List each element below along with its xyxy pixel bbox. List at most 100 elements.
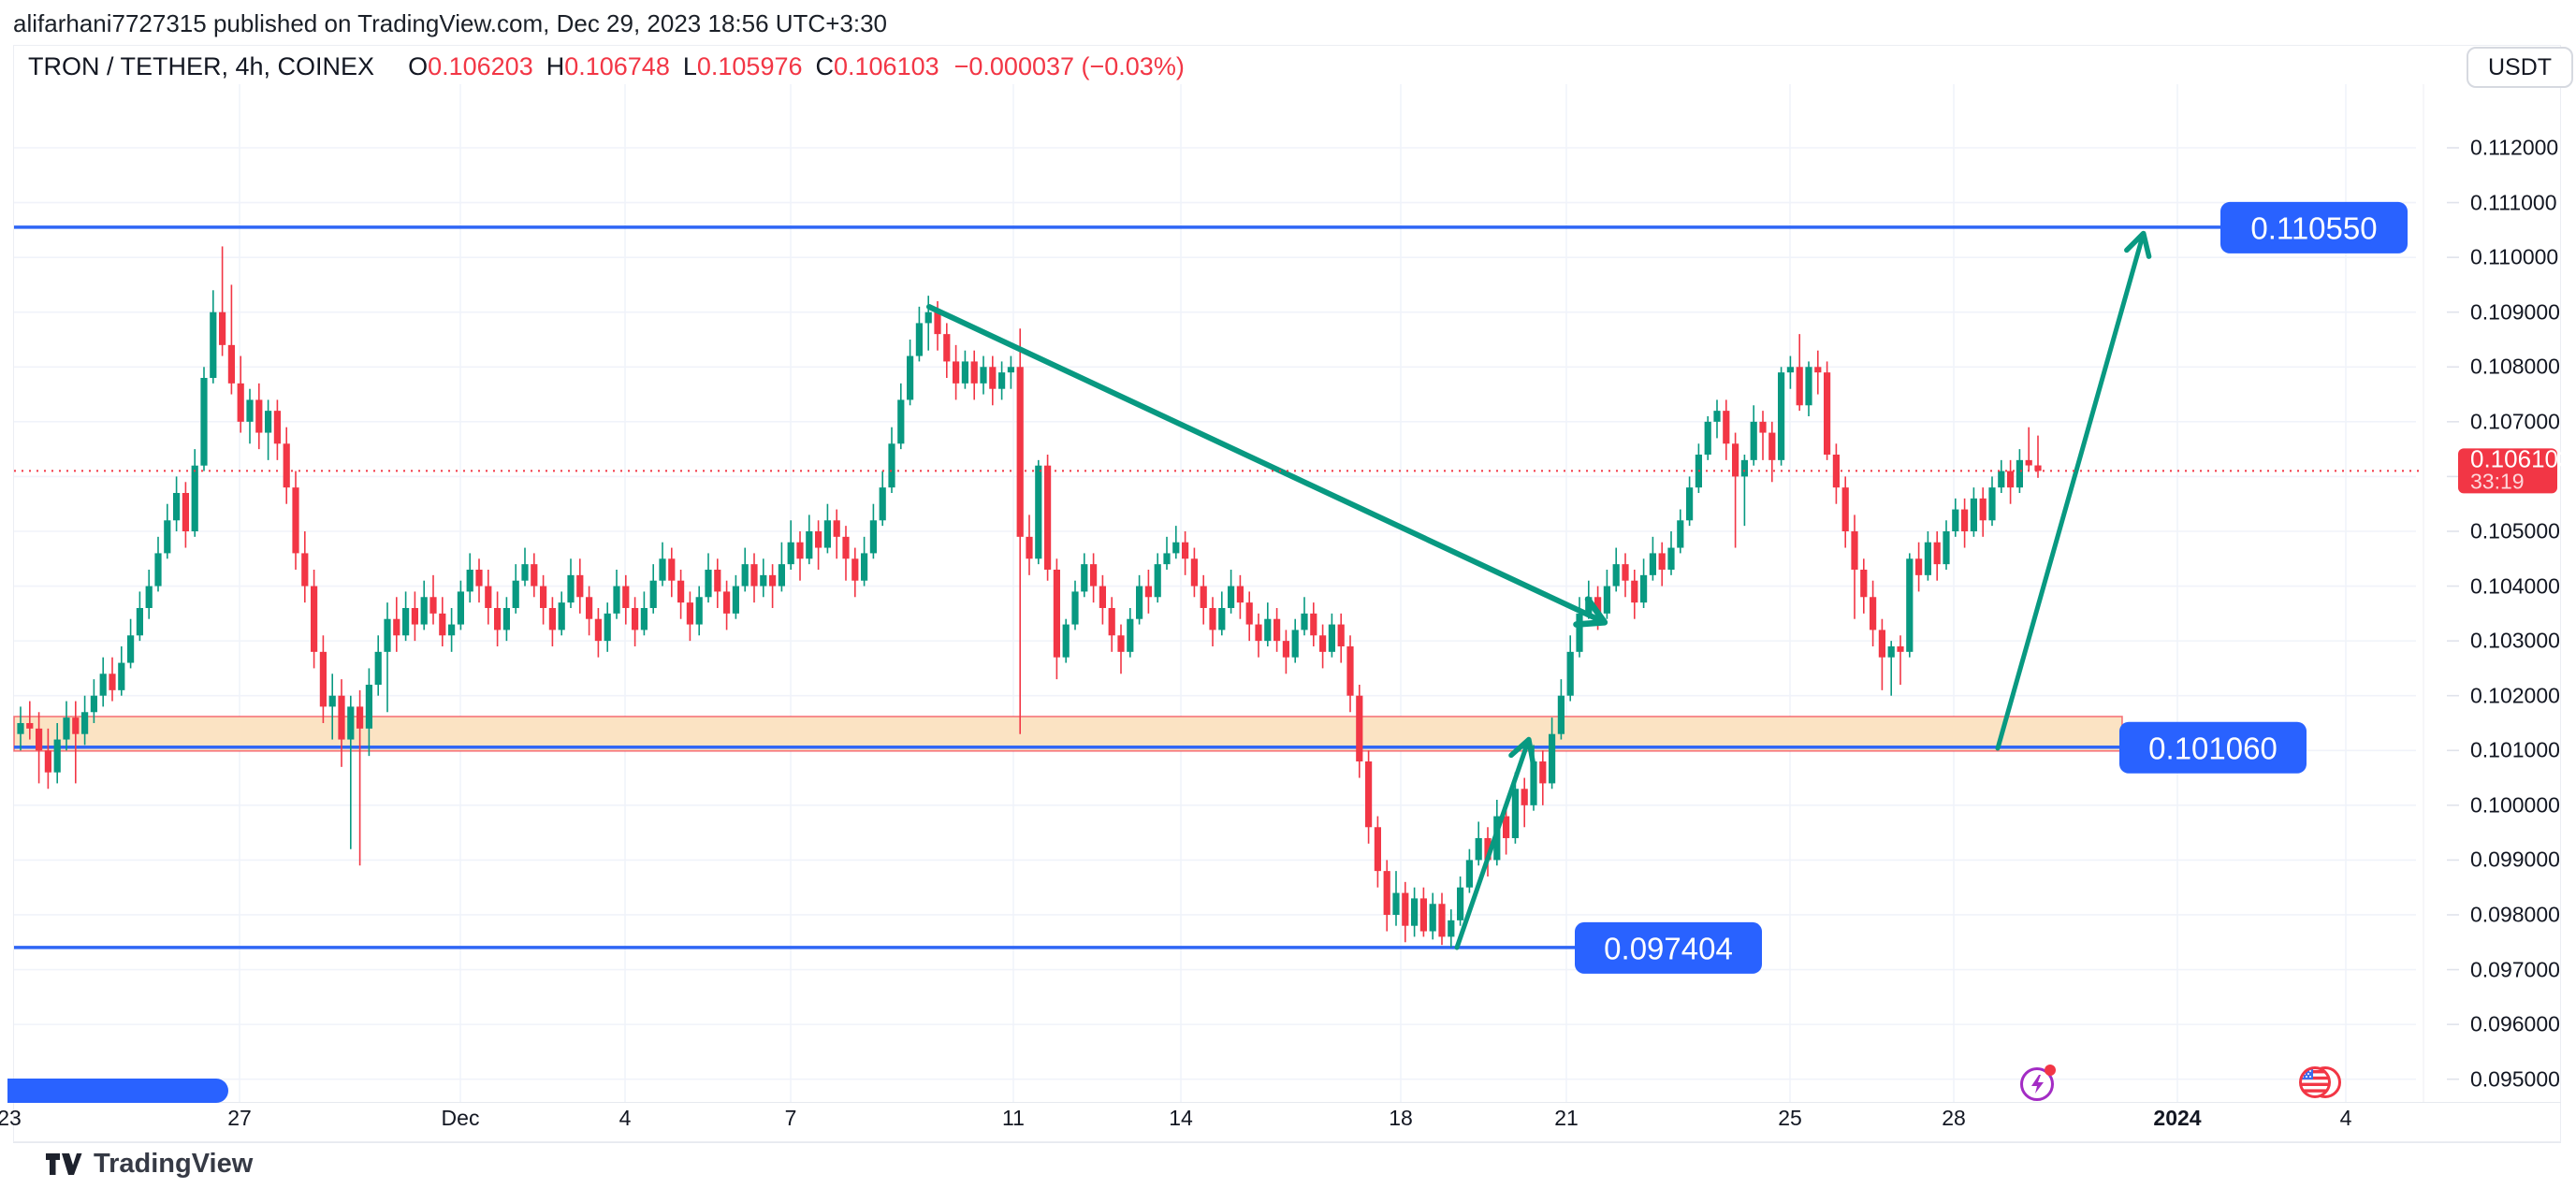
- candle: [1200, 586, 1207, 608]
- candle: [970, 361, 978, 384]
- candle: [1961, 509, 1969, 531]
- price-axis-label: 0.107000: [2470, 409, 2560, 434]
- economic-event-lightning-icon[interactable]: [2016, 1061, 2059, 1108]
- price-axis[interactable]: 0.112000 0.111000 0.110000 0.109000 0.108000…: [2423, 84, 2576, 1102]
- candle: [1365, 761, 1373, 828]
- candle: [594, 618, 602, 642]
- tradingview-logo-icon[interactable]: [45, 1152, 82, 1176]
- candle: [1603, 586, 1610, 614]
- supply-demand-zone[interactable]: [13, 716, 2123, 752]
- time-axis-label: 28: [1942, 1106, 1966, 1130]
- horizontal-level-lines[interactable]: [14, 225, 2220, 949]
- candle: [1337, 624, 1345, 646]
- candle: [668, 558, 676, 581]
- candle: [36, 728, 43, 751]
- chart-frame: [13, 45, 2561, 1142]
- candle: [1026, 536, 1033, 559]
- candle: [145, 586, 153, 608]
- candle: [649, 580, 657, 608]
- symbol-legend: TRON / TETHER, 4h, COINEX O0.106203 H0.106…: [28, 52, 1185, 81]
- candle: [1255, 624, 1262, 642]
- tradingview-brand-text[interactable]: TradingView: [94, 1149, 254, 1179]
- currency-toggle-button[interactable]: USDT: [2467, 47, 2573, 88]
- time-axis[interactable]: 23 27 Dec 4 7 11 14 18 21 25 28 2024 4: [0, 1104, 2576, 1135]
- candle: [695, 597, 703, 625]
- candle: [1612, 564, 1620, 587]
- candle: [1301, 613, 1308, 630]
- candle: [246, 399, 254, 422]
- price-axis-label: 0.111000: [2470, 190, 2557, 215]
- candle: [1952, 509, 1959, 531]
- candle: [1713, 411, 1721, 422]
- candle: [924, 311, 932, 324]
- time-axis-label: 18: [1389, 1106, 1413, 1130]
- candle: [769, 574, 777, 587]
- level-price-badge: [2220, 201, 2408, 254]
- candle: [72, 717, 80, 734]
- candle: [494, 607, 502, 630]
- candle: [806, 530, 813, 559]
- candle: [1906, 558, 1914, 652]
- candle: [63, 717, 70, 740]
- candle: [888, 443, 895, 488]
- zone-rect: [13, 716, 2123, 752]
- candle: [457, 591, 464, 625]
- candle: [1786, 367, 1794, 373]
- candle: [787, 542, 794, 565]
- candle: [2034, 465, 2042, 471]
- candle: [1310, 613, 1317, 636]
- candle: [861, 553, 868, 581]
- candle: [1429, 904, 1436, 932]
- candle: [1475, 837, 1482, 861]
- candle: [741, 564, 749, 587]
- footer: TradingView: [45, 1149, 253, 1180]
- candle: [1933, 542, 1941, 565]
- last-price-badge: [2458, 448, 2557, 494]
- candle: [1465, 860, 1473, 888]
- candle: [915, 323, 923, 356]
- candle: [1117, 635, 1125, 652]
- candle: [1860, 569, 1868, 598]
- candle: [1750, 421, 1757, 460]
- candle: [961, 361, 968, 384]
- candle: [842, 536, 850, 559]
- candle: [659, 558, 666, 581]
- candle: [1594, 597, 1602, 614]
- candle: [237, 383, 244, 422]
- go-to-realtime-scrollbar[interactable]: [7, 1079, 228, 1103]
- candle: [44, 750, 51, 773]
- candle: [1677, 520, 1684, 548]
- trend-arrows[interactable]: [926, 230, 2152, 950]
- candle: [851, 558, 859, 581]
- candle: [164, 520, 171, 554]
- candle: [26, 722, 34, 729]
- candle: [1438, 904, 1446, 937]
- candle: [1998, 471, 2005, 488]
- candle: [2016, 459, 2023, 488]
- candle: [311, 586, 318, 652]
- footer-separator: [13, 1142, 2561, 1143]
- ohlc-l-value: 0.105976: [696, 52, 803, 80]
- level-price-badge: [1575, 921, 1762, 974]
- economic-event-us-flag-icon[interactable]: [2296, 1063, 2345, 1107]
- candle: [897, 399, 905, 444]
- candle: [934, 311, 941, 335]
- candle: [1970, 498, 1977, 531]
- price-axis-label: 0.112000: [2470, 135, 2559, 160]
- candle: [705, 569, 712, 598]
- price-level-badges[interactable]: 0.110550 0.101060 0.097404: [1575, 201, 2408, 974]
- level-price-badge: [2119, 721, 2307, 774]
- candle: [714, 569, 721, 592]
- candle: [1209, 607, 1216, 630]
- candle: [1979, 498, 1987, 521]
- time-axis-separator: [13, 1102, 2561, 1103]
- candle: [1824, 372, 1831, 455]
- candlestick-series: [17, 246, 2042, 948]
- candle: [989, 367, 997, 389]
- price-axis-label: 0.096000: [2470, 1011, 2560, 1036]
- candle: [1356, 695, 1363, 761]
- candle: [292, 487, 299, 554]
- candle: [1328, 624, 1335, 652]
